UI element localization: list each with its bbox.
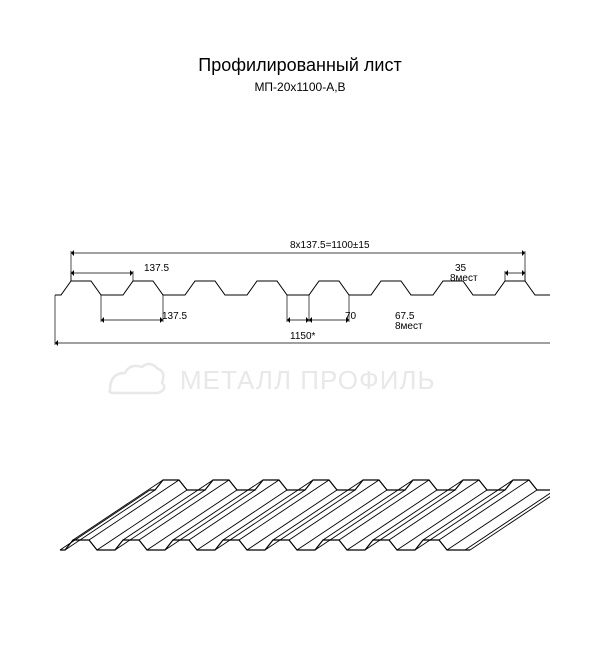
page-title: Профилированный лист [0, 55, 600, 76]
dim-top-width: 8x137.5=1100±15 [290, 240, 370, 251]
page-subtitle: МП-20х1100-А,В [0, 80, 600, 94]
dim-places1: 8мест [395, 321, 423, 332]
dim-70: 70 [345, 311, 356, 322]
dim-left-upper: 137.5 [144, 263, 169, 274]
dim-left-lower: 137.5 [162, 311, 187, 322]
watermark-logo-icon [100, 355, 170, 410]
isometric-view [50, 445, 550, 565]
dim-places2: 8мест [450, 273, 478, 284]
dim-bottom-total: 1150* [290, 331, 315, 342]
cross-section-diagram [50, 235, 550, 375]
watermark-text: МЕТАЛЛ ПРОФИЛЬ [180, 365, 436, 396]
cross-section-svg [50, 235, 550, 375]
isometric-svg [50, 445, 550, 565]
